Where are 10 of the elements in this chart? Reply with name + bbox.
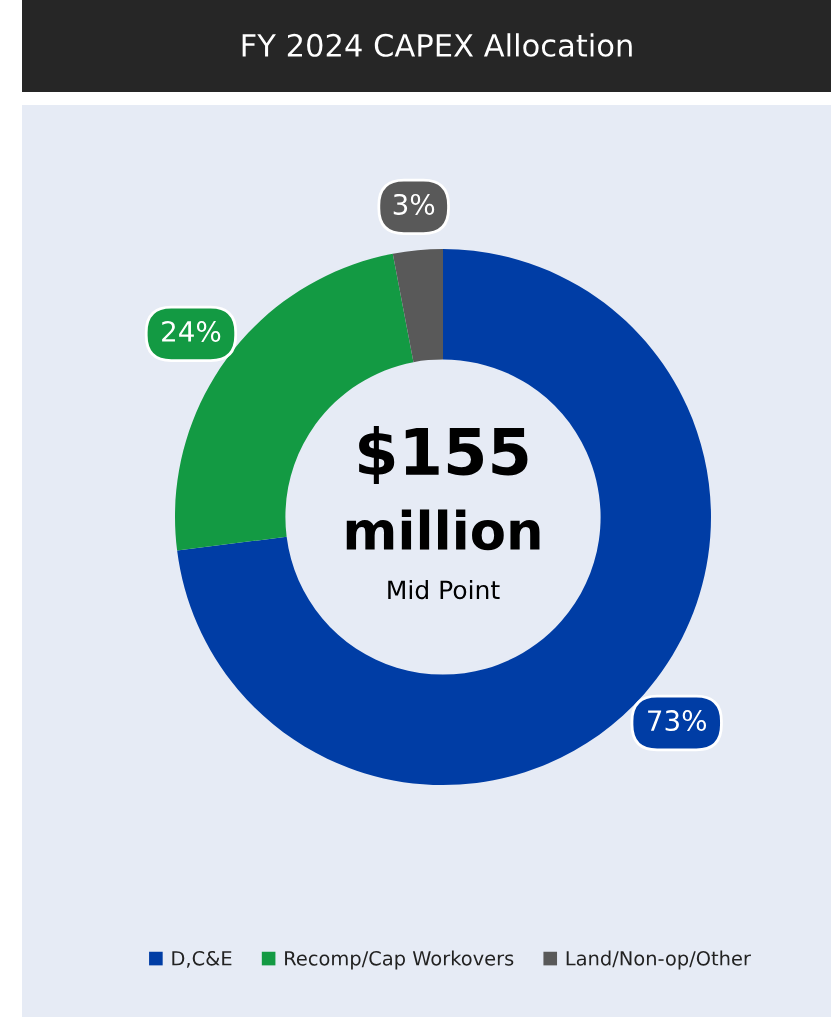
legend-label: D,C&E <box>172 950 232 968</box>
text: Mid Point <box>388 579 500 600</box>
legend-label: Recomp/Cap Workovers <box>285 950 514 970</box>
legend-label: Land/Non-op/Other <box>566 950 751 970</box>
data-label: 24% <box>162 320 221 342</box>
text: million <box>346 509 540 551</box>
chart-title: FY 2024 CAPEX Allocation <box>242 33 632 57</box>
text: $155 <box>359 426 528 485</box>
data-label: 73% <box>648 710 707 732</box>
data-label: 3% <box>393 193 435 215</box>
